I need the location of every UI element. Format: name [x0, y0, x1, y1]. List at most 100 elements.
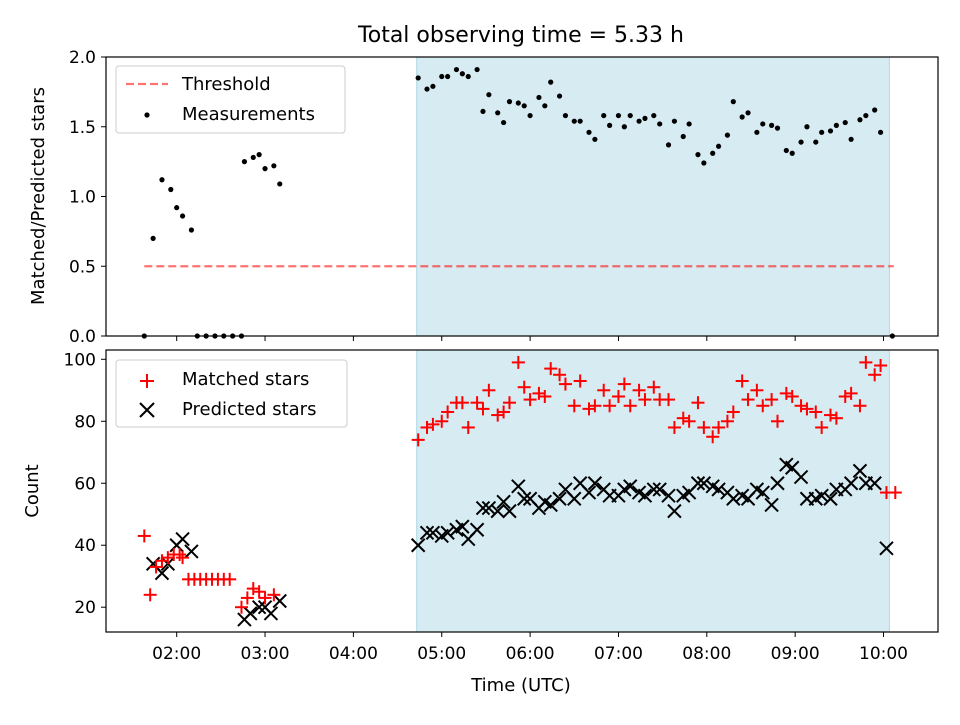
- matched-star-point: [538, 389, 552, 403]
- measurement-point: [607, 122, 613, 128]
- matched-star-point: [441, 405, 455, 419]
- top-legend-measurements-swatch: [144, 112, 150, 118]
- bottom-y-tick-label: 60: [74, 474, 96, 494]
- matched-star-point: [874, 358, 888, 372]
- predicted-star-point: [419, 525, 435, 541]
- measurement-point: [833, 122, 839, 128]
- matched-star-point: [838, 389, 852, 403]
- matched-star-point: [726, 405, 740, 419]
- measurement-point: [848, 136, 854, 142]
- top-legend: Threshold Measurements: [115, 65, 346, 134]
- predicted-star-point: [711, 482, 726, 497]
- measurement-point: [769, 122, 775, 128]
- measurement-point: [521, 103, 527, 109]
- top-measurement-points-layer: [141, 66, 895, 339]
- bottom-legend: Matched stars Predicted stars: [115, 359, 348, 428]
- measurement-point: [701, 160, 707, 166]
- measurement-point: [621, 124, 627, 130]
- bottom-y-tick-label: 100: [64, 350, 96, 370]
- matched-star-point: [676, 411, 690, 425]
- measurement-point: [827, 128, 834, 134]
- matched-star-point: [809, 405, 823, 419]
- matched-star-point: [603, 399, 617, 413]
- matched-star-point: [632, 383, 646, 397]
- matched-star-point: [741, 393, 755, 407]
- predicted-star-point: [652, 482, 667, 497]
- top-y-axis-label: Matched/Predicted stars: [28, 87, 49, 305]
- measurement-point: [506, 99, 513, 105]
- measurement-point: [548, 79, 554, 85]
- measurement-point: [262, 166, 268, 172]
- matched-star-point: [573, 374, 587, 388]
- bottom-x-tick-label: 08:00: [682, 644, 731, 664]
- matched-star-point: [785, 389, 799, 403]
- measurement-point: [671, 118, 678, 124]
- predicted-star-point: [567, 491, 582, 506]
- measurement-point: [480, 108, 486, 115]
- measurement-point: [730, 99, 736, 105]
- matched-star-point: [638, 393, 652, 407]
- matched-star-point: [517, 380, 531, 394]
- predicted-star-point: [879, 541, 894, 556]
- measurement-point: [474, 66, 480, 73]
- measurement-point: [651, 112, 657, 119]
- bottom-y-tick-label: 80: [74, 412, 96, 432]
- bottom-panel: 20 40 60 80 100 02:00 03:00 04:00 05:00 06:00 07:…: [22, 349, 939, 696]
- top-y-tick-label: 1.0: [69, 188, 96, 208]
- measurement-point: [665, 142, 672, 148]
- matched-star-point: [497, 405, 511, 419]
- measurement-point: [179, 213, 186, 219]
- predicted-star-point: [243, 606, 258, 621]
- matched-star-point: [682, 414, 696, 428]
- matched-star-point: [770, 414, 784, 428]
- measurement-point: [842, 119, 848, 126]
- bottom-y-axis-label: Count: [22, 464, 43, 517]
- measurement-point: [527, 112, 533, 119]
- bottom-legend-predicted-label: Predicted stars: [182, 399, 316, 420]
- matched-star-point: [455, 396, 469, 410]
- top-chart-title: Total observing time = 5.33 h: [357, 23, 684, 48]
- measurement-point: [577, 118, 583, 124]
- predicted-star-point: [469, 522, 485, 537]
- measurement-point: [277, 181, 283, 187]
- matched-star-point: [137, 529, 151, 543]
- measurement-point: [486, 92, 492, 98]
- matched-star-point: [223, 572, 237, 586]
- measurement-point: [439, 73, 445, 80]
- predicted-star-point: [690, 476, 706, 491]
- predicted-star-point: [496, 494, 511, 510]
- measurement-point: [724, 132, 731, 138]
- measurement-point: [680, 133, 686, 140]
- matched-star-point: [491, 408, 505, 422]
- predicted-star-point: [793, 469, 809, 485]
- matched-star-point: [662, 393, 676, 407]
- top-panel: 0.00.51.01.52.0 Matched/Predicted stars …: [28, 48, 939, 347]
- predicted-star-point: [490, 503, 505, 519]
- bottom-legend-predicted-swatch: [139, 402, 155, 418]
- matched-star-point: [143, 588, 157, 602]
- top-legend-measurements-label: Measurements: [182, 104, 315, 125]
- matched-star-point: [888, 486, 902, 500]
- top-legend-threshold-label: Threshold: [181, 74, 271, 95]
- measurement-point: [556, 93, 563, 99]
- measurement-point: [804, 124, 810, 130]
- measurement-point: [515, 100, 521, 106]
- measurement-point: [586, 129, 592, 135]
- measurement-point: [877, 129, 884, 135]
- matched-star-point: [853, 399, 867, 413]
- predicted-star-point: [272, 593, 287, 609]
- matched-star-point: [435, 414, 449, 428]
- matched-star-point: [252, 585, 266, 599]
- matched-star-point: [735, 374, 749, 388]
- bottom-x-tick-label: 04:00: [329, 644, 378, 664]
- bottom-axes-frame: [105, 349, 939, 633]
- matched-star-point: [756, 399, 770, 413]
- bottom-x-tick-label: 05:00: [417, 644, 466, 664]
- measurement-point: [798, 139, 804, 145]
- measurement-point: [710, 150, 716, 156]
- measurement-point: [695, 152, 701, 158]
- predicted-star-point: [696, 476, 712, 491]
- measurement-point: [642, 115, 648, 121]
- measurement-point: [774, 125, 781, 131]
- matched-star-point: [420, 420, 434, 434]
